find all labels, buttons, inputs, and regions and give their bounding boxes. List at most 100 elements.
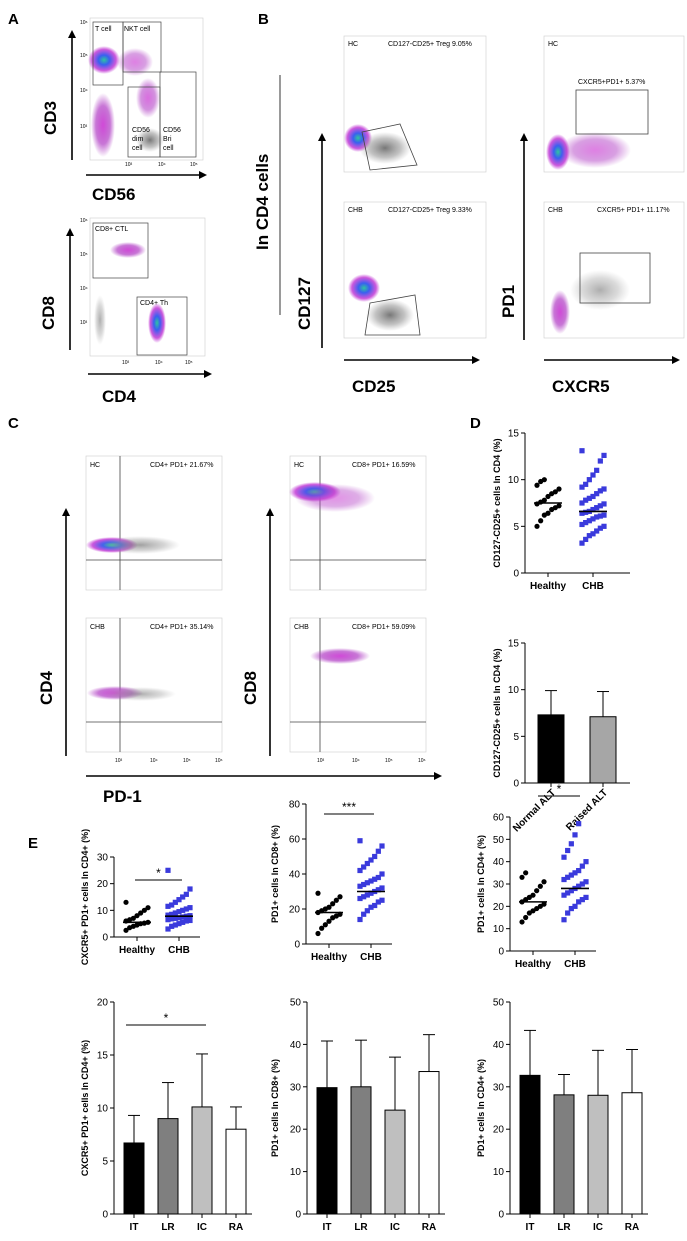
- data-point-chb: [583, 481, 589, 487]
- data-point-healthy: [319, 925, 325, 931]
- scatter-chart-pd1-cd4: 0 10 20 30 40 50 60 PD1+ cells In CD4+ (%) Healt…: [476, 782, 596, 970]
- y-tick-label: 60: [493, 813, 505, 824]
- flow-plot-cxcr5-pd1-hc: HC CXCR5+PD1+ 5.37%: [543, 35, 685, 173]
- panel-label-b: B: [258, 11, 269, 28]
- bar: [418, 1071, 440, 1215]
- data-point-chb: [357, 838, 363, 844]
- data-point-chb: [180, 894, 186, 900]
- data-point-chb: [601, 512, 607, 518]
- data-point-chb: [183, 891, 189, 897]
- bar: [537, 714, 565, 784]
- data-point-chb: [583, 894, 589, 900]
- data-point-chb: [364, 860, 370, 867]
- data-point-chb: [180, 919, 186, 925]
- x-tick-label: RA: [229, 1222, 243, 1233]
- data-point-healthy: [145, 905, 151, 911]
- y-tick-label: 10: [97, 906, 109, 917]
- data-point-chb: [565, 890, 571, 896]
- data-point-chb: [176, 921, 182, 927]
- y-tick-label: 0: [513, 569, 519, 580]
- tick-label: 10³: [80, 124, 88, 130]
- axis-label-cd8: CD8: [241, 671, 260, 705]
- y-axis-title: PD1+ cells In CD8+ (%): [270, 825, 280, 923]
- data-point-healthy: [530, 892, 536, 898]
- data-point-chb: [579, 521, 585, 528]
- data-point-chb: [568, 905, 574, 912]
- tick-label: 10⁵: [185, 360, 193, 366]
- gate-label: CD56: [132, 127, 150, 134]
- y-tick-label: 40: [493, 857, 505, 868]
- y-tick-label: 20: [97, 998, 109, 1009]
- y-tick-label: 60: [289, 835, 301, 846]
- data-point-chb: [372, 876, 378, 882]
- tick-label: 10⁵: [80, 53, 88, 59]
- y-tick-label: 10: [493, 924, 505, 935]
- data-point-chb: [187, 886, 193, 892]
- y-tick-label: 15: [97, 1051, 109, 1062]
- data-point-healthy: [138, 910, 144, 916]
- flow-plot-cd8-pd1-hc: HC CD8+ PD1+ 16.59%: [289, 455, 427, 591]
- axis-label-cd56: CD56: [92, 185, 135, 204]
- y-tick-label: 50: [493, 998, 505, 1009]
- bar: [589, 716, 617, 784]
- bar: [587, 1094, 609, 1215]
- y-tick-label: 0: [102, 933, 108, 944]
- data-point-chb: [597, 513, 603, 519]
- data-point-chb: [169, 911, 175, 917]
- data-point-healthy: [330, 901, 336, 907]
- data-point-chb: [572, 870, 578, 876]
- x-tick-label: LR: [557, 1222, 571, 1233]
- data-point-healthy: [541, 497, 547, 503]
- x-tick-label: RA: [422, 1222, 436, 1233]
- y-tick-label: 40: [289, 870, 301, 881]
- group-label: HC: [90, 462, 100, 469]
- x-tick-label: CHB: [168, 945, 190, 956]
- tick-label: 10³: [317, 758, 325, 764]
- gate-percent: CD127-CD25+ Treg 9.05%: [388, 41, 472, 48]
- data-point-chb: [579, 540, 585, 546]
- group-label: HC: [548, 41, 558, 48]
- bar-chart-pd1-cd4-phase: 0 10 20 30 40 50 PD1+ cells In CD4+ (%) IT LR IC R…: [476, 998, 648, 1233]
- data-point-chb: [379, 871, 385, 877]
- data-point-chb: [583, 520, 589, 526]
- data-point-chb: [590, 493, 596, 500]
- x-tick-label: Normal ALT: [511, 787, 558, 834]
- tick-label: 10⁵: [190, 162, 198, 168]
- gate-cxcr5-pd1: [579, 252, 651, 304]
- data-point-chb: [172, 910, 178, 916]
- data-point-chb: [565, 847, 571, 854]
- data-point-chb: [597, 488, 603, 494]
- y-axis-title: CD127-CD25+ cells In CD4 (%): [492, 648, 502, 777]
- y-tick-label: 10: [290, 1167, 302, 1178]
- bar: [157, 1118, 179, 1215]
- x-tick-label: IT: [323, 1222, 332, 1233]
- data-point-chb: [165, 867, 171, 873]
- data-point-healthy: [534, 482, 540, 488]
- data-point-chb: [379, 885, 385, 891]
- gate-label: CD8+ CTL: [95, 226, 128, 233]
- gate-percent: CD8+ PD1+ 59.09%: [352, 624, 415, 631]
- bar: [553, 1094, 575, 1215]
- y-tick-label: 10: [97, 1104, 109, 1115]
- y-tick-label: 30: [97, 853, 109, 864]
- data-point-chb: [576, 821, 582, 827]
- data-point-chb: [372, 853, 378, 860]
- y-axis-title: CXCR5+ PD1+ cells In CD4+ (%): [80, 829, 90, 965]
- data-point-chb: [579, 500, 585, 506]
- data-point-chb: [583, 859, 589, 865]
- tick-label: 10⁴: [80, 88, 88, 94]
- data-point-chb: [357, 916, 363, 923]
- y-tick-label: 0: [498, 1210, 504, 1221]
- data-point-chb: [180, 907, 186, 913]
- data-point-chb: [375, 899, 381, 905]
- y-tick-label: 10: [508, 475, 520, 486]
- tick-label: 10⁴: [150, 758, 158, 764]
- data-point-chb: [368, 904, 374, 910]
- data-point-healthy: [315, 890, 321, 896]
- data-point-chb: [368, 857, 374, 863]
- panel-label-e: E: [28, 835, 38, 852]
- data-point-chb: [579, 510, 585, 516]
- bar-chart-pd1-cd8-phase: 0 10 20 30 40 50 PD1+ cells In CD8+ (%) IT LR IC R…: [270, 998, 445, 1233]
- x-tick-label: Healthy: [119, 945, 156, 956]
- data-point-chb: [601, 523, 607, 529]
